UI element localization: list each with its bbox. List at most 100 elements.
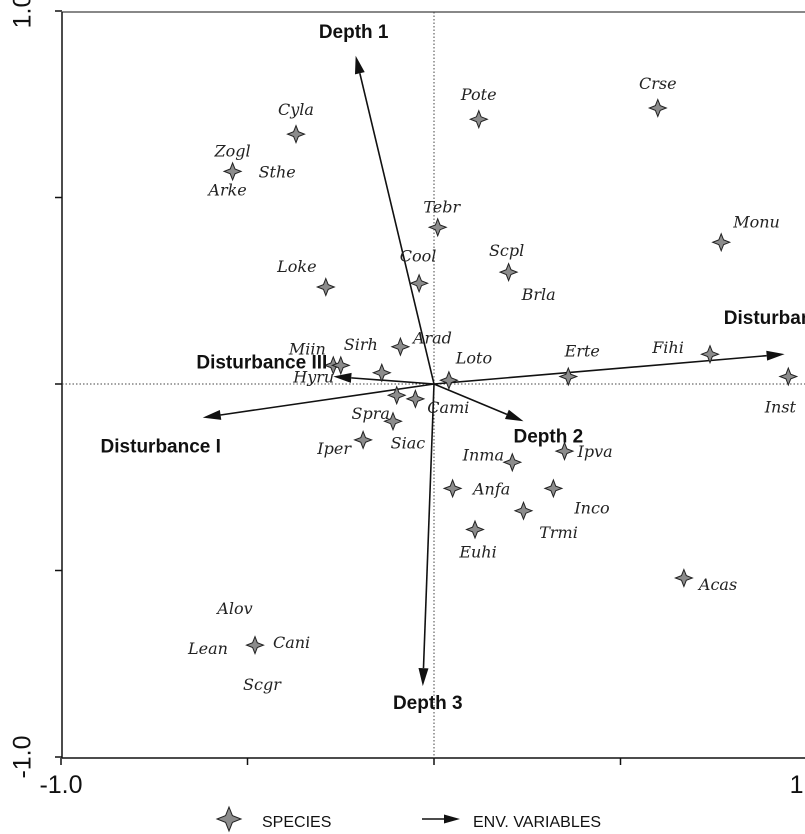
species-marker xyxy=(315,277,336,297)
env-arrow xyxy=(333,372,435,385)
species-marker xyxy=(711,232,732,253)
env-arrows xyxy=(202,55,785,687)
env-arrow xyxy=(354,55,435,385)
legend: SPECIES ENV. VARIABLES xyxy=(215,805,601,833)
species-marker xyxy=(502,452,523,473)
species-marker xyxy=(390,336,411,357)
species-label: Monu xyxy=(732,212,780,231)
species-label: Scpl xyxy=(489,241,524,260)
species-label: Hyru xyxy=(292,367,334,386)
arrow-head xyxy=(504,409,524,422)
species-marker xyxy=(543,478,564,499)
species-label: Sirh xyxy=(344,335,378,354)
axis-ticks: -1.0 1.0 1.0 -1.0 xyxy=(9,0,805,799)
arrow-shaft xyxy=(220,383,435,416)
species-label: Ipva xyxy=(577,442,613,461)
species-marker xyxy=(222,161,243,182)
species-label: Alov xyxy=(215,599,252,618)
species-marker xyxy=(465,519,485,540)
arrow-shaft xyxy=(359,73,435,385)
arrow-head xyxy=(766,350,785,361)
species-label: Trmi xyxy=(539,523,578,542)
arrow-head xyxy=(354,55,365,75)
env-label: Depth 2 xyxy=(514,426,584,447)
species-label: Cool xyxy=(400,246,437,265)
species-marker xyxy=(468,109,489,130)
species-marker xyxy=(700,344,720,365)
arrow-head xyxy=(444,814,460,824)
arrow-shaft xyxy=(422,383,435,669)
species-label: Arad xyxy=(411,329,452,348)
species-label: Erte xyxy=(564,342,600,361)
species-marker xyxy=(383,411,403,432)
species-label: Inma xyxy=(462,445,504,464)
species-label: Miin xyxy=(288,339,326,358)
species-label: Acas xyxy=(697,575,737,594)
env-arrow xyxy=(418,383,435,687)
species-label: Fihi xyxy=(651,338,684,357)
env-arrow xyxy=(202,383,435,420)
species-label: Brla xyxy=(521,285,556,304)
legend-species-label: SPECIES xyxy=(262,814,331,831)
species-label: Sthe xyxy=(259,162,296,181)
species-marker xyxy=(427,217,448,238)
species-marker xyxy=(778,366,799,387)
env-label: Depth 3 xyxy=(393,693,463,714)
species-label: Cyla xyxy=(278,100,314,119)
species-marker xyxy=(647,98,668,118)
env-label: Disturbance III xyxy=(196,353,327,374)
y-tick-label: 1.0 xyxy=(9,0,37,28)
species-marker xyxy=(245,635,265,655)
species-label: Inst xyxy=(764,398,797,417)
env-arrow xyxy=(433,383,524,422)
species-label: Zogl xyxy=(214,141,251,160)
species-marker xyxy=(330,355,351,376)
env-label: Depth 1 xyxy=(319,22,389,43)
legend-arrow-icon xyxy=(422,814,460,824)
species-label: Crse xyxy=(639,74,677,93)
species-label: Arke xyxy=(206,180,246,199)
species-marker xyxy=(513,500,534,521)
y-tick-label: -1.0 xyxy=(9,735,37,778)
legend-species-marker xyxy=(215,805,243,833)
species-marker xyxy=(371,362,392,383)
species-label: Loke xyxy=(276,257,316,276)
species-label: Cani xyxy=(273,633,310,652)
species-marker xyxy=(386,385,407,406)
species-label: Spra xyxy=(352,404,390,423)
species-label: Pote xyxy=(460,85,497,104)
species-marker xyxy=(554,441,575,461)
species-label: Cami xyxy=(427,398,469,417)
x-tick-label: 1.0 xyxy=(790,771,805,799)
species-marker xyxy=(439,370,459,391)
species-marker xyxy=(405,389,426,409)
env-label: Disturbance I xyxy=(101,437,221,458)
species-marker xyxy=(558,366,579,387)
point-labels: Depth 1 Disturbance II Disturbance III Dist… xyxy=(101,22,805,714)
species-label: Siac xyxy=(391,433,426,452)
species-marker xyxy=(498,262,519,282)
species-markers xyxy=(222,98,799,655)
species-marker xyxy=(353,429,373,450)
arrow-head xyxy=(418,667,429,687)
species-marker xyxy=(674,568,694,588)
species-label: Lean xyxy=(187,639,228,658)
species-marker xyxy=(286,124,306,144)
species-label: Inco xyxy=(573,498,609,517)
species-label: Scgr xyxy=(243,675,282,694)
species-marker xyxy=(442,478,463,499)
x-tick-label: -1.0 xyxy=(39,771,82,799)
legend-env-label: ENV. VARIABLES xyxy=(473,814,601,831)
species-label: Anfa xyxy=(471,479,510,498)
species-label: Tebr xyxy=(423,197,461,216)
species-label: Loto xyxy=(455,348,492,367)
env-label: Disturbance II xyxy=(724,308,805,329)
arrow-head xyxy=(202,410,222,420)
species-label: Iper xyxy=(316,439,352,458)
species-marker xyxy=(409,273,429,294)
arrow-head xyxy=(333,372,352,383)
arrow-shaft xyxy=(433,383,508,416)
species-label: Euhi xyxy=(458,542,496,561)
arrow-shaft xyxy=(351,377,435,385)
